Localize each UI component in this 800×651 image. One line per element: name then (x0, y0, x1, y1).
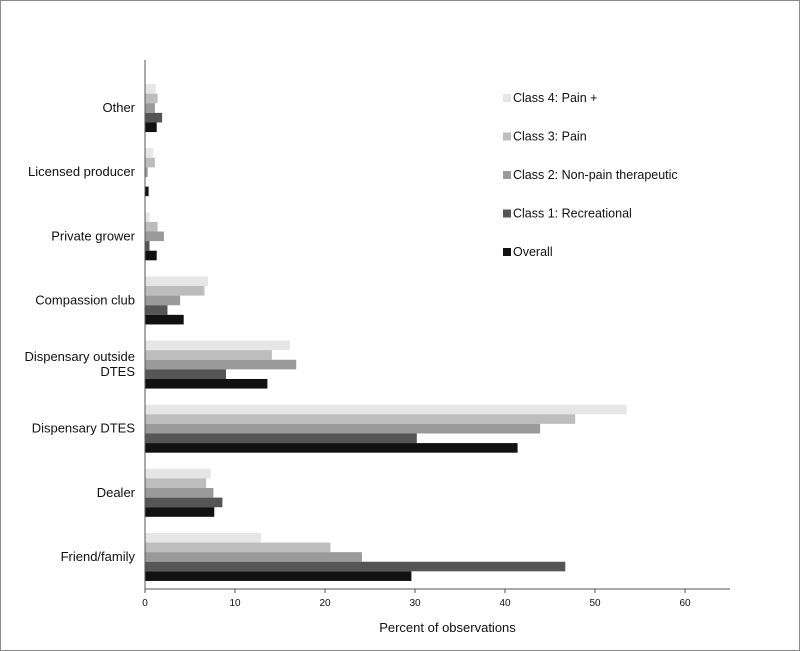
category-label-other: Other (102, 100, 135, 115)
bar-dealer-series-1 (145, 468, 211, 479)
bar-dispensary-outside-dtes-series-3 (145, 359, 297, 370)
x-tick-label: 0 (142, 598, 148, 609)
bar-dispensary-dtes-series-2 (145, 414, 576, 424)
x-tick-label: 40 (499, 598, 511, 609)
bar-dealer-series-2 (145, 478, 207, 489)
category-label-licensed-producer: Licensed producer (28, 164, 136, 179)
bar-private-grower-series-1 (145, 212, 150, 222)
x-tick-label: 20 (319, 598, 331, 609)
bar-friend-family-series-4 (145, 561, 566, 572)
bar-dealer-series-5 (145, 507, 215, 517)
bar-dispensary-outside-dtes-series-2 (145, 350, 272, 360)
bar-dealer-series-4 (145, 497, 223, 508)
bar-other-series-1 (145, 84, 156, 94)
bar-other-series-2 (145, 93, 158, 104)
bar-other-series-4 (145, 112, 163, 123)
legend-swatch-series-5 (503, 248, 511, 256)
x-tick-label: 50 (589, 598, 601, 609)
bar-friend-family-series-2 (145, 542, 331, 553)
category-label-dispensary-outside-dtes: Dispensary outside DTES (24, 349, 135, 379)
bar-dispensary-dtes-series-4 (145, 433, 417, 444)
bar-compassion-club-series-4 (145, 305, 168, 315)
bar-dispensary-dtes-series-3 (145, 423, 541, 434)
bar-private-grower-series-5 (145, 250, 157, 261)
category-labels: Other Licensed producer Private grower Comp… (24, 100, 135, 564)
x-tick-label: 10 (229, 598, 241, 609)
legend-label-series-2: Class 3: Pain (513, 130, 587, 144)
bar-private-grower-series-3 (145, 231, 164, 242)
bar-other-series-5 (145, 122, 157, 133)
bar-dispensary-dtes-series-5 (145, 443, 518, 453)
bar-dispensary-outside-dtes-series-5 (145, 378, 268, 389)
bar-friend-family-series-1 (145, 532, 262, 543)
bar-other-series-3 (145, 103, 155, 113)
category-label-compassion-club: Compassion club (35, 292, 135, 307)
bar-dispensary-dtes-series-1 (145, 404, 627, 415)
bar-compassion-club-series-2 (145, 286, 205, 296)
bar-dispensary-outside-dtes-series-4 (145, 369, 226, 379)
legend-label-series-5: Overall (513, 245, 553, 259)
bar-dealer-series-3 (145, 488, 214, 498)
x-tick-label: 30 (409, 598, 421, 609)
bar-friend-family-series-5 (145, 571, 412, 581)
legend-label-series-1: Class 4: Pain + (513, 91, 597, 105)
legend-swatch-series-3 (503, 171, 511, 179)
bars-layer (145, 84, 627, 581)
legend-label-series-4: Class 1: Recreational (513, 207, 632, 221)
category-label-dealer: Dealer (97, 485, 136, 500)
bar-private-grower-series-4 (145, 241, 150, 251)
bar-dispensary-outside-dtes-series-1 (145, 340, 290, 351)
x-axis-title: Percent of observations (379, 620, 516, 635)
legend-label-series-3: Class 2: Non-pain therapeutic (513, 168, 678, 182)
bar-private-grower-series-2 (145, 221, 158, 232)
legend-swatch-series-2 (503, 132, 511, 141)
bar-compassion-club-series-5 (145, 314, 184, 325)
legend-swatch-series-1 (503, 94, 511, 102)
bar-licensed-producer-series-5 (145, 186, 149, 197)
x-ticks: 0 10 20 30 40 50 60 (142, 589, 691, 609)
bar-licensed-producer-series-1 (145, 148, 154, 158)
category-label-friend-family: Friend/family (61, 549, 136, 564)
legend: Class 4: Pain + Class 3: Pain Class 2: Non… (503, 91, 678, 259)
category-label-dispensary-dtes: Dispensary DTES (32, 421, 136, 436)
bar-compassion-club-series-1 (145, 276, 208, 287)
bar-friend-family-series-3 (145, 552, 362, 562)
bar-licensed-producer-series-2 (145, 157, 155, 168)
x-tick-label: 60 (679, 598, 691, 609)
bar-compassion-club-series-3 (145, 295, 181, 306)
bar-licensed-producer-series-3 (145, 167, 148, 177)
category-label-private-grower: Private grower (51, 228, 135, 243)
legend-swatch-series-4 (503, 209, 511, 218)
